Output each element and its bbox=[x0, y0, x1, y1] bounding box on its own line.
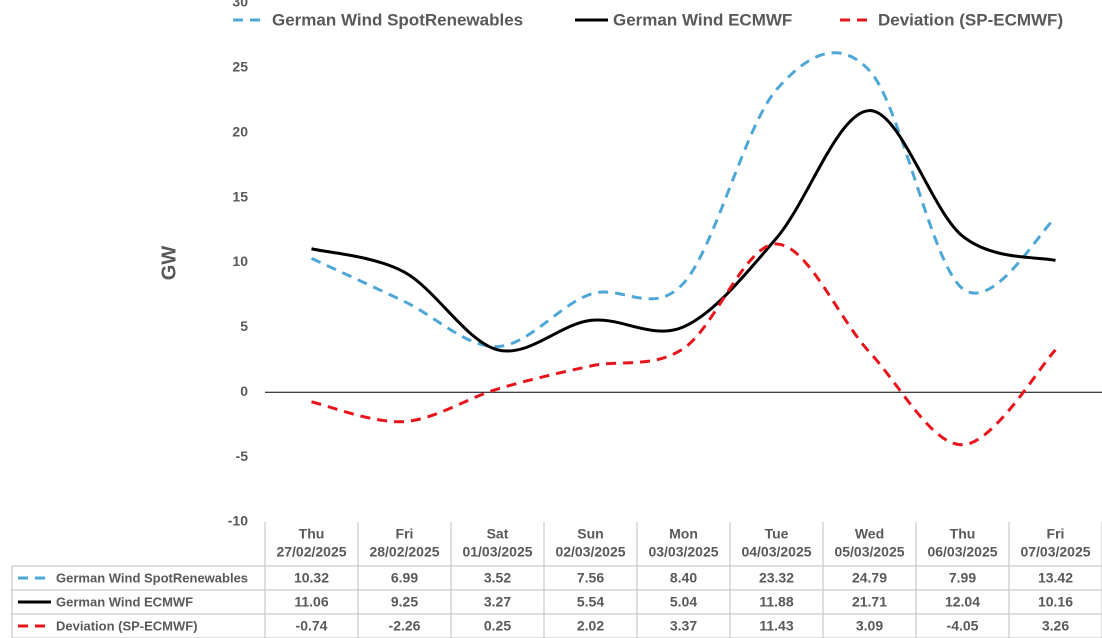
table-row-label: German Wind ECMWF bbox=[56, 594, 193, 609]
x-tick-day: Tue bbox=[765, 526, 789, 542]
legend-label: Deviation (SP-ECMWF) bbox=[878, 10, 1063, 29]
table-cell: 7.99 bbox=[949, 570, 976, 586]
table-cell: 11.88 bbox=[759, 594, 793, 610]
series-line bbox=[310, 51, 1057, 349]
x-tick-day: Mon bbox=[669, 526, 698, 542]
x-tick-day: Sat bbox=[487, 526, 509, 542]
x-tick-label: 05/03/2025 bbox=[834, 544, 904, 560]
x-tick-label: 06/03/2025 bbox=[927, 544, 997, 560]
table-cell: 2.02 bbox=[577, 618, 604, 634]
x-tick-day: Wed bbox=[855, 526, 884, 542]
table-cell: 10.32 bbox=[294, 570, 329, 586]
y-tick-label: 0 bbox=[240, 383, 248, 399]
x-tick-day: Thu bbox=[950, 526, 976, 542]
table-cell: 21.71 bbox=[852, 594, 887, 610]
x-tick-label: 07/03/2025 bbox=[1020, 544, 1090, 560]
table-cell: 7.56 bbox=[577, 570, 604, 586]
table-row-label: Deviation (SP-ECMWF) bbox=[56, 618, 198, 633]
table-cell: -0.74 bbox=[296, 618, 328, 634]
x-tick-day: Thu bbox=[299, 526, 325, 542]
table-cell: 10.16 bbox=[1038, 594, 1073, 610]
table-cell: 0.25 bbox=[484, 618, 511, 634]
table-cell: 3.52 bbox=[484, 570, 511, 586]
x-tick-label: 03/03/2025 bbox=[648, 544, 718, 560]
table-cell: 12.04 bbox=[945, 594, 980, 610]
table-cell: 13.42 bbox=[1038, 570, 1073, 586]
table-cell: -4.05 bbox=[947, 618, 979, 634]
series-line bbox=[311, 242, 1057, 447]
legend-label: German Wind ECMWF bbox=[613, 10, 792, 29]
y-tick-label: 15 bbox=[232, 188, 248, 204]
table-cell: 5.54 bbox=[577, 594, 604, 610]
table-cell: 8.40 bbox=[670, 570, 697, 586]
table-row-label: German Wind SpotRenewables bbox=[56, 570, 248, 585]
x-tick-label: 28/02/2025 bbox=[369, 544, 439, 560]
y-tick-label: -5 bbox=[236, 448, 249, 464]
table-cell: 3.09 bbox=[856, 618, 883, 634]
table-cell: -2.26 bbox=[389, 618, 421, 634]
series-line bbox=[311, 109, 1056, 353]
y-tick-label: 20 bbox=[232, 123, 248, 139]
y-tick-label: 30 bbox=[232, 0, 248, 10]
x-tick-label: 01/03/2025 bbox=[462, 544, 532, 560]
table-cell: 3.37 bbox=[670, 618, 697, 634]
table-cell: 5.04 bbox=[670, 594, 697, 610]
table-cell: 3.27 bbox=[484, 594, 511, 610]
x-tick-day: Fri bbox=[1047, 526, 1065, 542]
y-tick-label: 5 bbox=[240, 318, 248, 334]
table-cell: 9.25 bbox=[391, 594, 418, 610]
y-tick-label: 10 bbox=[232, 253, 248, 269]
table-cell: 24.79 bbox=[852, 570, 887, 586]
legend-label: German Wind SpotRenewables bbox=[272, 10, 523, 29]
y-tick-label: 25 bbox=[232, 59, 248, 75]
x-tick-day: Fri bbox=[396, 526, 414, 542]
x-tick-day: Sun bbox=[577, 526, 603, 542]
y-tick-label: -10 bbox=[228, 513, 248, 529]
table-cell: 6.99 bbox=[391, 570, 418, 586]
table-cell: 3.26 bbox=[1042, 618, 1069, 634]
table-cell: 11.43 bbox=[759, 618, 793, 634]
table-cell: 23.32 bbox=[759, 570, 794, 586]
x-tick-label: 04/03/2025 bbox=[741, 544, 811, 560]
x-tick-label: 27/02/2025 bbox=[276, 544, 346, 560]
table-cell: 11.06 bbox=[294, 594, 328, 610]
y-axis-title: GW bbox=[158, 246, 180, 281]
x-tick-label: 02/03/2025 bbox=[555, 544, 625, 560]
